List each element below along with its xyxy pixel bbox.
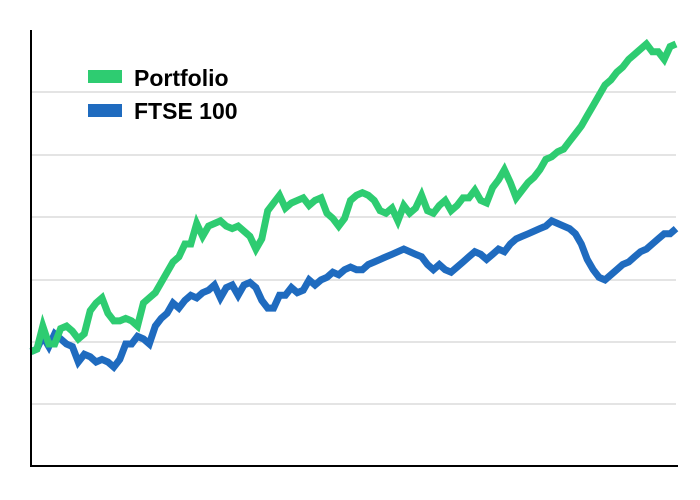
series-line-ftse-100 xyxy=(29,216,679,373)
legend: Portfolio FTSE 100 xyxy=(88,65,238,124)
axes xyxy=(30,30,678,467)
legend-label-ftse-100: FTSE 100 xyxy=(134,98,238,124)
legend-item-portfolio: Portfolio xyxy=(88,65,229,91)
gridlines xyxy=(31,91,676,405)
series-line-portfolio xyxy=(29,38,678,355)
legend-swatch-portfolio xyxy=(88,70,122,83)
legend-item-ftse-100: FTSE 100 xyxy=(88,98,238,124)
legend-label-portfolio: Portfolio xyxy=(134,65,229,91)
legend-swatch-ftse-100 xyxy=(88,104,122,117)
series-lines xyxy=(29,38,679,373)
